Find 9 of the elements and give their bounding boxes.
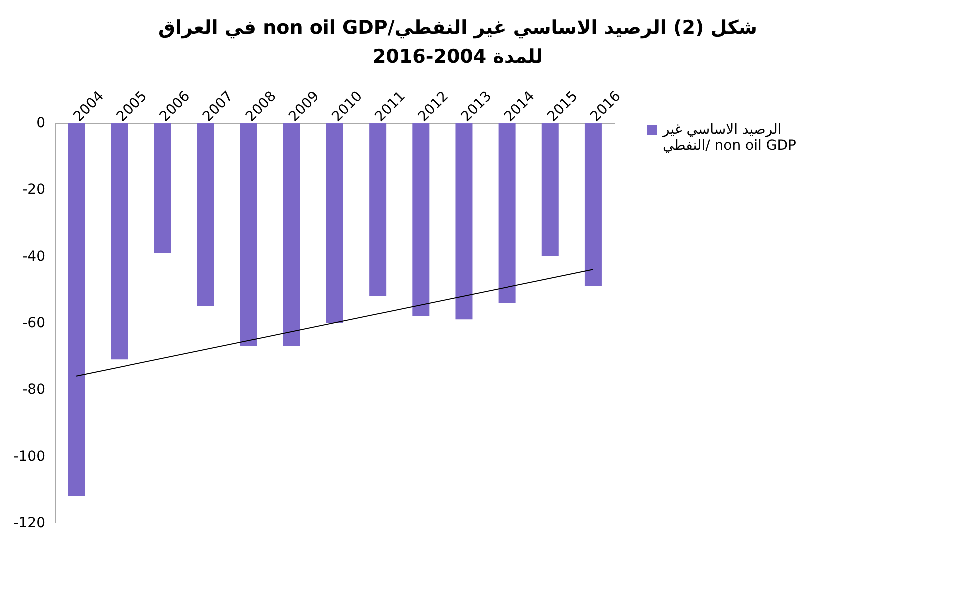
y-tick-label: -20 xyxy=(22,182,46,198)
chart-title: شكل (2) الرصيد الاساسي غير النفطي/non oil GDP في العراق للمدة 2004-2016 xyxy=(158,16,758,70)
y-tick-label: -80 xyxy=(22,382,46,398)
legend-label: الرصيد الاساسي غير النفطي/ non oil GDP xyxy=(662,122,796,154)
y-tick-label: -120 xyxy=(14,516,46,532)
y-tick-label: -40 xyxy=(22,248,46,265)
y-tick-label: -60 xyxy=(22,316,46,332)
y-tick-label: 0 xyxy=(36,116,46,132)
y-tick-label: -100 xyxy=(14,448,46,465)
